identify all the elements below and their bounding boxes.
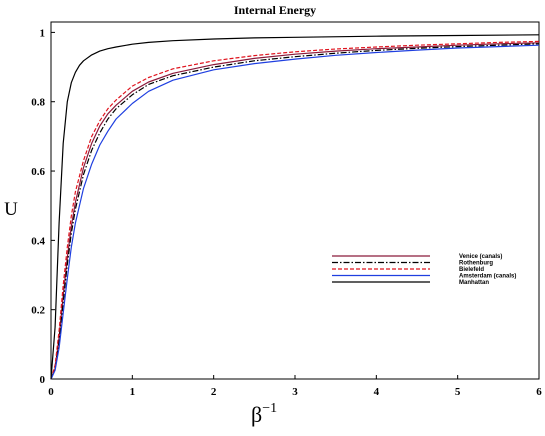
series-line-2 (50, 40, 540, 380)
y-tick-label: 0.2 (31, 305, 45, 317)
series-line-0 (50, 42, 540, 380)
y-tick-label: 0.4 (31, 235, 45, 247)
y-tick-label: 0.8 (31, 97, 45, 109)
chart-title: Internal Energy (234, 3, 316, 17)
x-axis-label-base: β (251, 402, 262, 427)
x-tick-label: 2 (211, 386, 217, 398)
x-tick-label: 6 (536, 386, 542, 398)
series-line-1 (50, 43, 540, 380)
y-axis-label: U (4, 199, 18, 220)
series-group (50, 34, 540, 380)
legend-label: Rothenburg (459, 261, 493, 267)
x-tick-label: 3 (292, 386, 298, 398)
x-tick-label: 4 (374, 386, 380, 398)
y-tick-label: 0.6 (31, 166, 45, 178)
series-line-4 (50, 34, 540, 380)
series-line-3 (50, 44, 540, 380)
axes: 0 1 2 3 4 5 6 0 0.2 0.4 0.6 0.8 1 (31, 27, 542, 398)
legend-label: Bielefeld (459, 267, 484, 273)
x-axis-label-exponent: −1 (262, 401, 277, 416)
legend-label: Manhattan (459, 280, 489, 286)
x-tick-label: 1 (130, 386, 136, 398)
x-tick-label: 0 (48, 386, 54, 398)
x-tick-label: 5 (455, 386, 461, 398)
legend-label: Amsterdam (canals) (459, 274, 516, 280)
y-tick-label: 0 (40, 374, 46, 386)
x-axis-label: β−1 (251, 401, 277, 427)
legend: Venice (canals)RothenburgBielefeldAmster… (332, 254, 516, 286)
y-tick-label: 1 (40, 27, 46, 39)
plot-frame (50, 21, 540, 380)
legend-label: Venice (canals) (459, 254, 502, 260)
